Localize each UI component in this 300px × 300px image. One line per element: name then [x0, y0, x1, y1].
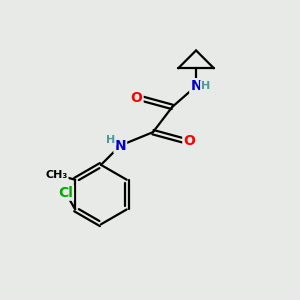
Text: N: N [115, 139, 126, 152]
Text: Cl: Cl [58, 186, 73, 200]
Text: N: N [190, 79, 202, 93]
Text: O: O [183, 134, 195, 148]
Text: CH₃: CH₃ [45, 170, 68, 180]
Text: H: H [106, 135, 116, 145]
Text: O: O [131, 91, 142, 105]
Text: H: H [201, 81, 210, 91]
